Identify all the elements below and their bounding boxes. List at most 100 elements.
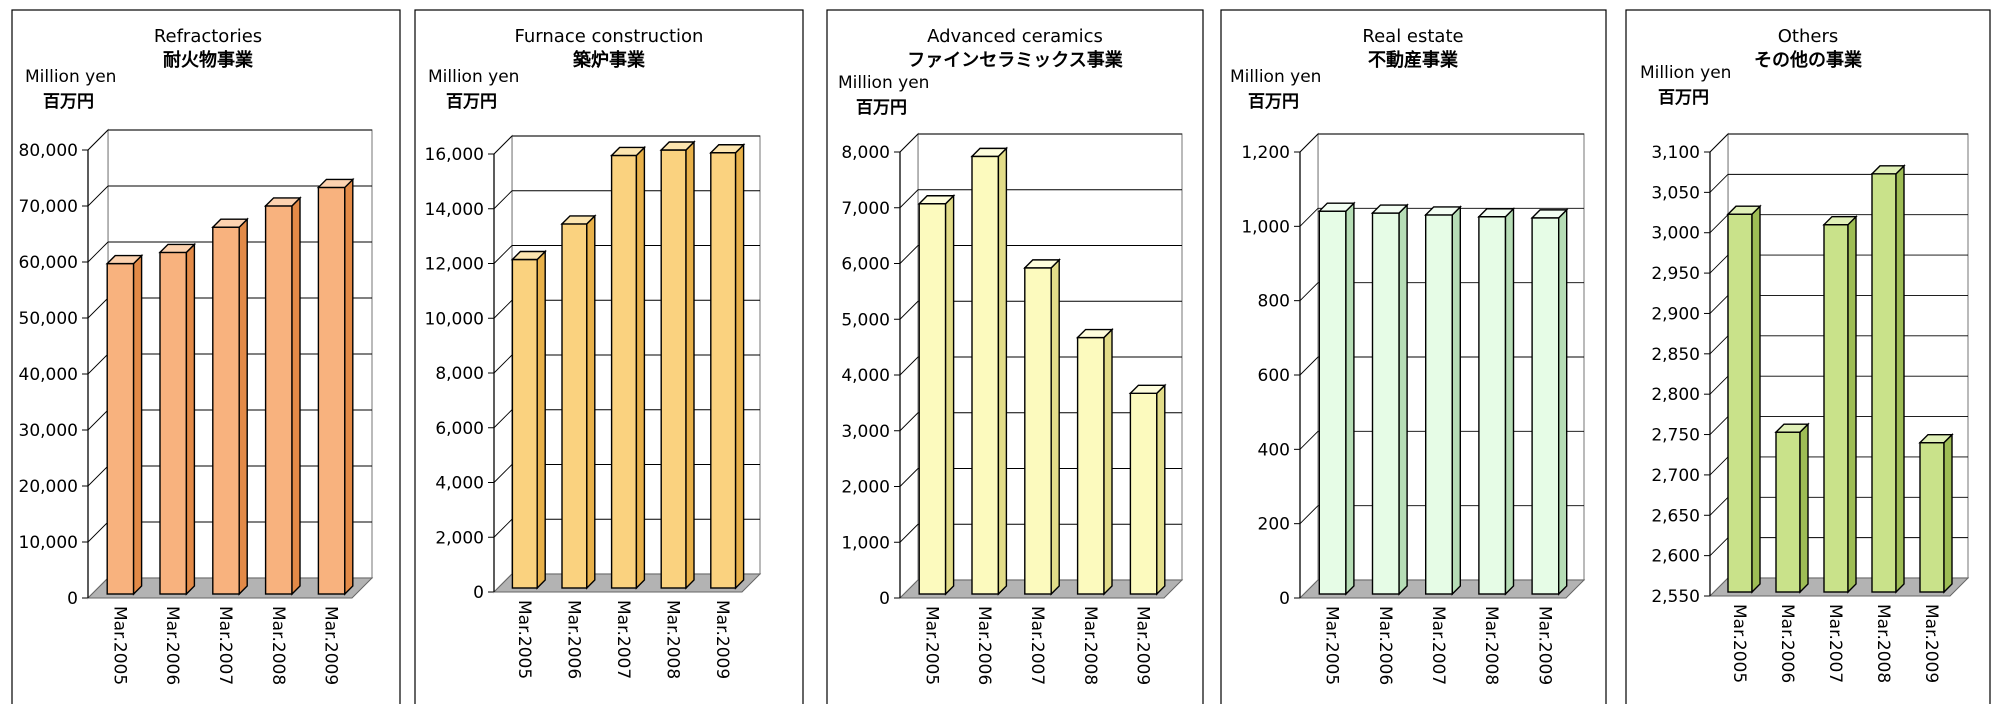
unit-label-en: Million yen <box>428 67 519 87</box>
plot-side-wall <box>1709 132 1729 598</box>
gridline-side <box>87 241 109 263</box>
y-tick-label: 3,100 <box>1651 143 1700 163</box>
x-tick-label: Mar.2007 <box>1027 606 1047 685</box>
gridline-side <box>493 464 513 483</box>
bar-top <box>1822 215 1858 226</box>
bar-top <box>510 250 547 261</box>
bar <box>1870 164 1906 594</box>
y-tick-label: 4,000 <box>435 474 484 494</box>
bar-front <box>1775 431 1801 593</box>
y-tick-label: 2,700 <box>1651 466 1700 486</box>
x-tick-label: Mar.2008 <box>663 600 683 679</box>
bar <box>560 214 597 590</box>
bar <box>1023 258 1061 596</box>
gridline-side <box>1709 375 1729 395</box>
bar-front <box>918 203 947 595</box>
bar-top <box>709 144 746 154</box>
y-tick-label: 0 <box>1279 589 1290 609</box>
gridline-side <box>899 356 919 376</box>
x-tick-label: Mar.2009 <box>712 600 732 679</box>
bar-top <box>105 254 144 265</box>
bar-front <box>1318 210 1347 595</box>
bar-side <box>635 145 646 590</box>
bar-front <box>106 262 135 595</box>
bar-top <box>1370 204 1409 214</box>
unit-label-jp: 百万円 <box>43 92 94 112</box>
unit-label-en: Million yen <box>838 73 929 93</box>
chart-title: Furnace construction <box>515 26 704 47</box>
x-tick-label: Mar.2006 <box>162 606 182 685</box>
gridline-side <box>899 133 919 153</box>
gridline-side <box>1709 254 1729 274</box>
bar <box>510 249 547 590</box>
bar-top <box>1774 423 1810 433</box>
bar <box>263 196 302 596</box>
x-tick-label: Mar.2005 <box>921 606 941 685</box>
bar-side <box>586 214 596 590</box>
gridline-side <box>1709 295 1729 314</box>
x-tick-label: Mar.2009 <box>1534 606 1554 685</box>
y-tick-label: 0 <box>473 583 484 603</box>
y-tick-label: 2,950 <box>1651 264 1700 284</box>
x-tick-label: Mar.2007 <box>1825 604 1845 683</box>
bar <box>1530 208 1569 596</box>
bar-side <box>1557 208 1568 596</box>
chart-title: Others <box>1778 26 1839 47</box>
gridline-side <box>493 135 513 155</box>
bar-side <box>536 249 546 590</box>
x-tick-label: Mar.2005 <box>514 600 534 679</box>
gridline-side <box>1709 537 1729 556</box>
y-tick-label: 6,000 <box>435 419 484 439</box>
bar-top <box>1870 165 1906 175</box>
x-tick-label: Mar.2007 <box>1428 606 1448 685</box>
x-tick-label: Mar.2008 <box>1873 604 1893 683</box>
gridline-side <box>87 353 109 375</box>
y-tick-label: 2,600 <box>1651 547 1700 567</box>
gridline-side <box>87 409 109 431</box>
bar-side <box>1847 215 1857 594</box>
bar-side <box>344 177 354 596</box>
gridline-side <box>1299 505 1319 524</box>
y-tick-label: 40,000 <box>19 365 78 385</box>
bar-top <box>1530 209 1569 219</box>
bar <box>1774 422 1810 594</box>
x-tick-label: Mar.2006 <box>563 600 583 679</box>
y-tick-label: 70,000 <box>19 197 78 217</box>
bar-top <box>970 147 1009 158</box>
x-tick-label: Mar.2009 <box>1133 606 1153 685</box>
gridline-side <box>87 185 109 207</box>
chart-title: Real estate <box>1362 26 1463 47</box>
y-tick-label: 2,800 <box>1651 385 1700 405</box>
bar <box>1370 203 1409 596</box>
y-tick-label: 16,000 <box>425 145 484 165</box>
bar-top <box>1317 202 1356 212</box>
gridline-side <box>1299 282 1319 301</box>
gridline-side <box>1299 356 1319 376</box>
bar-top <box>1477 208 1516 218</box>
y-tick-label: 0 <box>67 589 78 609</box>
bar-side <box>1103 327 1113 596</box>
gridline-side <box>1709 416 1729 435</box>
bar-top <box>609 146 647 157</box>
bar <box>105 253 144 596</box>
gridline-side <box>87 521 109 543</box>
y-tick-label: 2,000 <box>435 528 484 548</box>
gridline-side <box>493 354 513 374</box>
bar-top <box>316 178 355 189</box>
chart-subtitle: 不動産事業 <box>1368 49 1459 71</box>
y-tick-label: 5,000 <box>841 310 890 330</box>
bar-top <box>560 215 597 225</box>
x-tick-label: Mar.2007 <box>215 606 235 685</box>
gridline-side <box>87 465 109 487</box>
y-tick-label: 10,000 <box>425 309 484 329</box>
bar-side <box>291 196 301 596</box>
x-tick-label: Mar.2005 <box>109 606 129 685</box>
bar <box>709 143 746 590</box>
y-tick-label: 2,750 <box>1651 426 1700 446</box>
bar-side <box>1156 383 1166 596</box>
x-tick-label: Mar.2008 <box>1481 606 1501 685</box>
bar-top <box>659 141 696 151</box>
